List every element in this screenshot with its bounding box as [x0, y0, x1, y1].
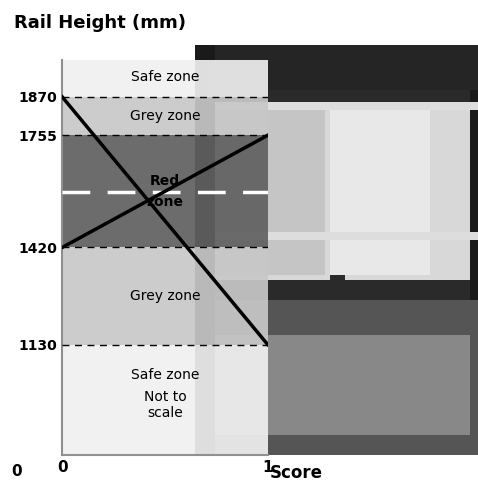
- Bar: [62, 60, 268, 97]
- Bar: [62, 344, 268, 455]
- Text: Red: Red: [150, 174, 180, 188]
- Bar: [330, 105, 430, 275]
- Text: zone: zone: [146, 196, 184, 209]
- Bar: [62, 248, 268, 344]
- Bar: [210, 280, 470, 300]
- Bar: [62, 97, 268, 136]
- Text: Safe zone: Safe zone: [130, 70, 199, 84]
- Bar: [195, 45, 215, 455]
- Bar: [195, 102, 478, 110]
- Bar: [195, 232, 478, 240]
- Bar: [330, 90, 345, 300]
- Bar: [195, 300, 478, 455]
- Text: Grey zone: Grey zone: [130, 289, 200, 303]
- Text: Score: Score: [270, 464, 323, 481]
- Text: Grey zone: Grey zone: [130, 109, 200, 123]
- Bar: [215, 105, 325, 275]
- Text: 0: 0: [11, 464, 22, 478]
- Bar: [195, 45, 478, 90]
- Bar: [195, 45, 478, 455]
- Bar: [210, 90, 470, 300]
- Bar: [210, 90, 470, 105]
- Bar: [210, 335, 470, 435]
- Text: Safe zone: Safe zone: [130, 368, 199, 382]
- Text: Not to
scale: Not to scale: [143, 390, 186, 420]
- Text: Rail Height (mm): Rail Height (mm): [14, 14, 186, 32]
- Bar: [62, 136, 268, 248]
